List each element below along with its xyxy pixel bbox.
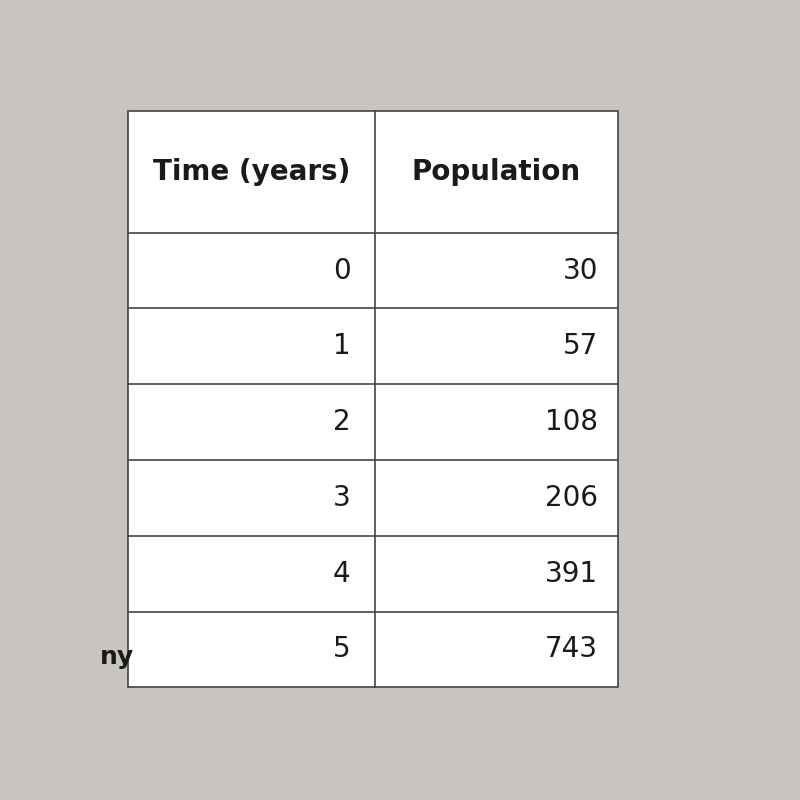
Text: 3: 3 xyxy=(333,484,350,512)
Text: 0: 0 xyxy=(333,257,350,285)
Text: 57: 57 xyxy=(563,332,598,360)
Text: 2: 2 xyxy=(333,408,350,436)
Text: Time (years): Time (years) xyxy=(153,158,350,186)
Text: 1: 1 xyxy=(333,332,350,360)
Bar xyxy=(128,111,618,687)
Text: Population: Population xyxy=(412,158,581,186)
Text: 206: 206 xyxy=(545,484,598,512)
Text: 108: 108 xyxy=(545,408,598,436)
Text: 5: 5 xyxy=(333,635,350,663)
Text: 30: 30 xyxy=(562,257,598,285)
Text: 743: 743 xyxy=(545,635,598,663)
Bar xyxy=(128,111,618,687)
Text: 4: 4 xyxy=(333,560,350,588)
Text: 391: 391 xyxy=(545,560,598,588)
Text: ny: ny xyxy=(100,645,134,669)
